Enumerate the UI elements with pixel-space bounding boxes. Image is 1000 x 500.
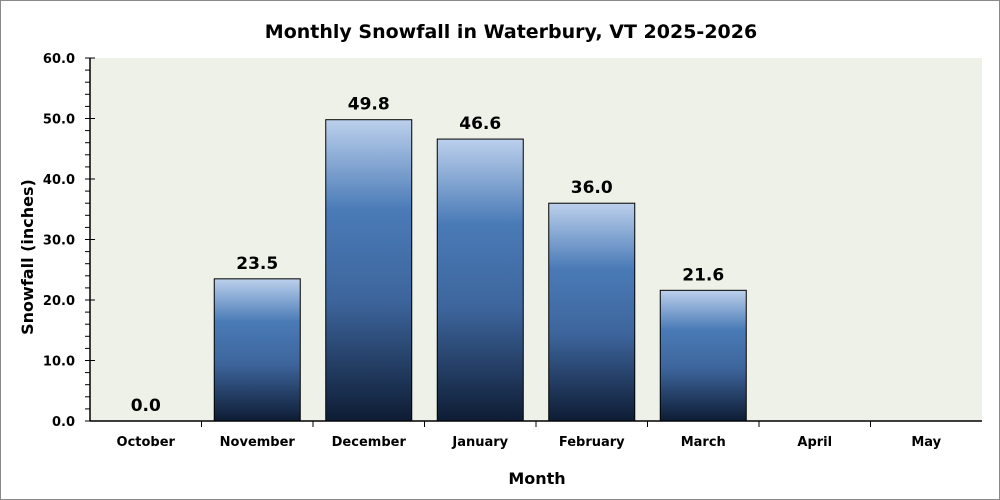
data-label: 0.0: [131, 396, 161, 416]
data-label: 21.6: [682, 265, 724, 285]
bar-january: [436, 138, 524, 422]
x-tick-label: May: [911, 435, 941, 450]
y-tick-label: 60.0: [43, 52, 75, 67]
x-tick-label: January: [451, 435, 508, 450]
data-label: 49.8: [348, 95, 390, 115]
y-tick-label: 20.0: [43, 294, 75, 309]
y-tick-label: 30.0: [43, 234, 75, 249]
data-label: 23.5: [236, 254, 278, 274]
y-tick-label: 10.0: [43, 355, 75, 370]
x-axis-label: Month: [508, 469, 565, 488]
y-axis-label: Snowfall (inches): [18, 179, 37, 335]
x-tick-label: April: [797, 435, 832, 450]
data-label: 46.6: [459, 114, 501, 134]
x-tick-label: December: [332, 435, 407, 450]
chart-title: Monthly Snowfall in Waterbury, VT 2025-2…: [265, 21, 757, 43]
y-tick-label: 0.0: [52, 415, 75, 430]
bar-february: [548, 202, 636, 422]
x-tick-label: February: [559, 435, 625, 450]
bar-december: [325, 119, 413, 422]
x-tick-label: October: [117, 435, 176, 450]
data-label: 36.0: [571, 178, 613, 198]
y-tick-label: 50.0: [43, 113, 75, 128]
x-tick-label: November: [220, 435, 296, 450]
x-tick-label: March: [681, 435, 726, 450]
bar-march: [659, 289, 747, 422]
y-tick-label: 40.0: [43, 173, 75, 188]
bar-november: [213, 278, 301, 422]
